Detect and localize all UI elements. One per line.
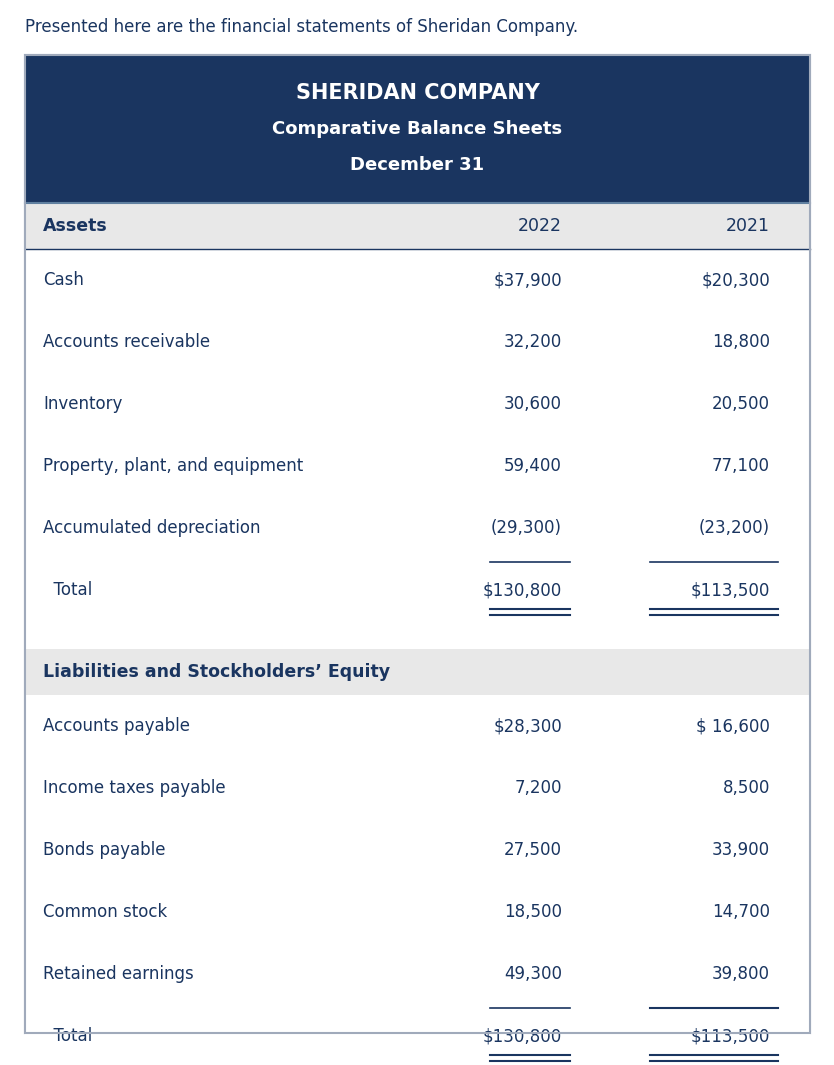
- Bar: [25, 943, 810, 1005]
- Text: 14,700: 14,700: [712, 903, 770, 921]
- Bar: [25, 621, 810, 649]
- Text: 32,200: 32,200: [504, 333, 562, 351]
- Text: Common stock: Common stock: [43, 903, 168, 921]
- Bar: [25, 819, 810, 881]
- Text: 8,500: 8,500: [722, 779, 770, 797]
- Bar: [25, 55, 810, 203]
- Text: 59,400: 59,400: [504, 457, 562, 475]
- Text: Bonds payable: Bonds payable: [43, 841, 165, 859]
- Text: 2021: 2021: [726, 217, 770, 235]
- Text: 30,600: 30,600: [504, 395, 562, 413]
- Text: Total: Total: [43, 581, 93, 599]
- Text: (23,200): (23,200): [699, 519, 770, 537]
- Text: Assets: Assets: [43, 217, 108, 235]
- Bar: [25, 695, 810, 757]
- Text: Comparative Balance Sheets: Comparative Balance Sheets: [273, 120, 563, 138]
- Text: $28,300: $28,300: [493, 717, 562, 735]
- Text: 49,300: 49,300: [504, 965, 562, 983]
- Text: $20,300: $20,300: [701, 271, 770, 289]
- Bar: [25, 1005, 810, 1065]
- Text: 33,900: 33,900: [712, 841, 770, 859]
- Text: 39,800: 39,800: [712, 965, 770, 983]
- Bar: [25, 435, 810, 497]
- Text: 2022: 2022: [518, 217, 562, 235]
- Text: 77,100: 77,100: [712, 457, 770, 475]
- Text: 27,500: 27,500: [504, 841, 562, 859]
- Text: $113,500: $113,500: [691, 1027, 770, 1045]
- Text: Cash: Cash: [43, 271, 84, 289]
- Bar: [25, 649, 810, 695]
- Bar: [25, 757, 810, 819]
- Text: (29,300): (29,300): [491, 519, 562, 537]
- Bar: [25, 203, 810, 249]
- Text: 7,200: 7,200: [515, 779, 562, 797]
- Text: Presented here are the financial statements of Sheridan Company.: Presented here are the financial stateme…: [25, 18, 578, 36]
- Bar: [25, 373, 810, 435]
- Text: Retained earnings: Retained earnings: [43, 965, 193, 983]
- Text: Income taxes payable: Income taxes payable: [43, 779, 226, 797]
- Text: Inventory: Inventory: [43, 395, 123, 413]
- Bar: [25, 249, 810, 311]
- Text: Accounts receivable: Accounts receivable: [43, 333, 210, 351]
- Bar: [25, 881, 810, 943]
- Bar: [25, 497, 810, 559]
- Text: $37,900: $37,900: [494, 271, 562, 289]
- Text: SHERIDAN COMPANY: SHERIDAN COMPANY: [295, 83, 540, 103]
- Text: $113,500: $113,500: [691, 581, 770, 599]
- Text: $130,800: $130,800: [483, 1027, 562, 1045]
- Text: Accumulated depreciation: Accumulated depreciation: [43, 519, 260, 537]
- Text: $ 16,600: $ 16,600: [696, 717, 770, 735]
- Text: December 31: December 31: [350, 155, 485, 174]
- Text: Accounts payable: Accounts payable: [43, 717, 190, 735]
- Text: Liabilities and Stockholders’ Equity: Liabilities and Stockholders’ Equity: [43, 663, 390, 681]
- Text: 18,500: 18,500: [504, 903, 562, 921]
- Text: 18,800: 18,800: [712, 333, 770, 351]
- Text: 20,500: 20,500: [712, 395, 770, 413]
- Bar: [25, 311, 810, 373]
- Text: Total: Total: [43, 1027, 93, 1045]
- Text: Property, plant, and equipment: Property, plant, and equipment: [43, 457, 304, 475]
- Bar: [25, 559, 810, 621]
- Text: $130,800: $130,800: [483, 581, 562, 599]
